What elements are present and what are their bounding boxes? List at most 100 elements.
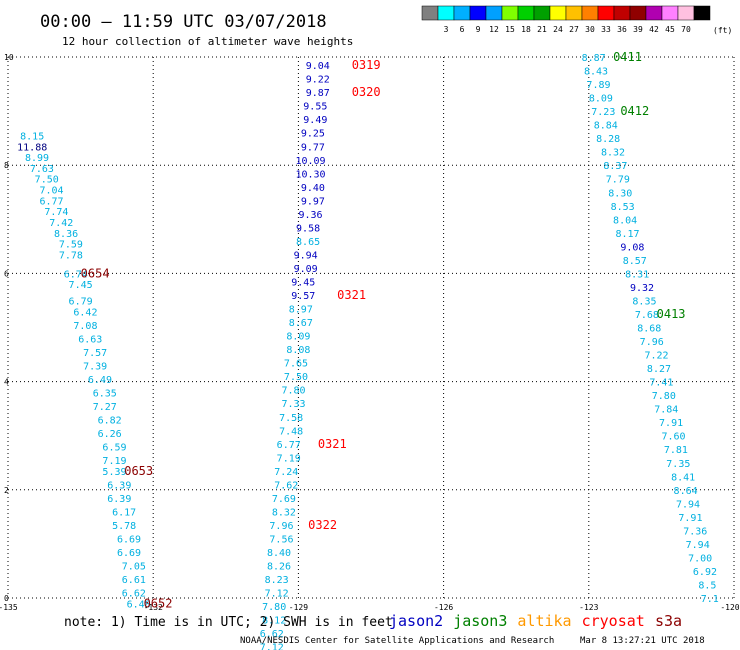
y-tick-label: 4 [4, 378, 9, 387]
wave-height-value: 7.91 [678, 513, 702, 524]
wave-height-value: 6.26 [98, 429, 122, 440]
wave-height-value: 8.32 [601, 148, 625, 159]
wave-height-value: 7.60 [661, 432, 685, 443]
wave-height-value: 6.62 [122, 589, 146, 600]
chart-title: 00:00 – 11:59 UTC 03/07/2018 [40, 12, 327, 32]
legend-label: 12 [489, 25, 499, 34]
x-axis-ticks: -135 -132 -129 -126 -123 -120 [0, 603, 740, 612]
wave-height-value: 8.65 [296, 237, 320, 248]
legend-label: 21 [537, 25, 547, 34]
wave-height-value: 7.62 [274, 480, 298, 491]
wave-height-value: 6.77 [40, 196, 64, 207]
wave-height-value: 7.94 [676, 499, 700, 510]
wave-height-value: 7.58 [279, 413, 303, 424]
wave-height-value: 7.33 [282, 399, 306, 410]
wave-height-value: 6.17 [112, 507, 136, 518]
wave-height-value: 8.28 [596, 134, 620, 145]
chart-subtitle: 12 hour collection of altimeter wave hei… [62, 35, 353, 48]
wave-height-value: 8.12 [262, 616, 286, 627]
wave-height-value: 9.36 [298, 210, 322, 221]
x-tick-label: -123 [579, 603, 598, 612]
satellite-legend: jason2 jason3 altika cryosat s3a [389, 612, 682, 630]
wave-height-value: 10.09 [295, 156, 325, 167]
wave-height-value: 7.63 [30, 164, 54, 175]
legend-swatch [581, 5, 599, 21]
wave-height-value: 9.49 [303, 115, 327, 126]
wave-height-value: 11.88 [17, 142, 47, 153]
wave-height-value: 8.99 [25, 153, 49, 164]
wave-height-value: 8.87 [582, 53, 606, 64]
wave-height-value: 9.09 [294, 264, 318, 275]
pass-time-label: 0411 [613, 50, 642, 64]
legend-swatch [549, 5, 567, 21]
wave-height-value: 7.80 [262, 602, 286, 613]
wave-height-value: 7.74 [44, 207, 68, 218]
wave-height-value: 6.69 [117, 548, 141, 559]
wave-height-value: 7.79 [606, 175, 630, 186]
wave-height-value: 7.65 [284, 359, 308, 370]
y-tick-label: 0 [4, 594, 9, 603]
x-tick-label: -126 [434, 603, 453, 612]
wave-height-value: 7.84 [654, 405, 678, 416]
wave-height-value: 9.32 [630, 283, 654, 294]
wave-height-value: 5.78 [112, 521, 136, 532]
legend-label: 27 [569, 25, 579, 34]
wave-height-value: 8.04 [613, 215, 637, 226]
wave-height-value: 6.69 [117, 534, 141, 545]
legend-swatch [485, 5, 503, 21]
wave-height-value: 7.81 [664, 445, 688, 456]
wave-height-value: 7.50 [284, 372, 308, 383]
wave-height-value: 7.23 [591, 107, 615, 118]
legend-label: 33 [601, 25, 611, 34]
x-tick-label: -132 [144, 603, 163, 612]
wave-height-value: 7.41 [649, 378, 673, 389]
wave-height-value: 7.78 [59, 250, 83, 261]
color-legend: 3 6 9 12 15 18 21 24 27 30 33 36 39 42 45 70 [421, 5, 711, 34]
legend-swatch [693, 5, 711, 21]
satellite-name: altika [517, 612, 571, 630]
wave-height-value: 6.61 [122, 575, 146, 586]
legend-label: 18 [521, 25, 531, 34]
wave-height-value: 8.17 [615, 229, 639, 240]
legend-label: 3 [444, 25, 449, 34]
legend-swatch [677, 5, 695, 21]
wave-height-value: 6.79 [69, 296, 93, 307]
wave-height-value: 8.64 [674, 486, 698, 497]
wave-height-value: 7.04 [40, 186, 64, 197]
wave-height-value: 8.09 [286, 332, 310, 343]
wave-height-value: 8.15 [20, 131, 44, 142]
pass-time-label: 0652 [144, 596, 173, 610]
wave-height-value: 8.41 [671, 472, 695, 483]
footer-credit: NOAA/NESDIS Center for Satellite Applica… [240, 636, 554, 646]
pass-time-label: 0321 [337, 288, 366, 302]
wave-height-value: 6.63 [78, 334, 102, 345]
wave-height-value: 9.94 [294, 250, 318, 261]
legend-swatch [469, 5, 487, 21]
grid [7, 56, 735, 599]
wave-height-value: 8.68 [637, 324, 661, 335]
wave-height-value: 9.57 [291, 291, 315, 302]
wave-height-value: 6.49 [88, 375, 112, 386]
wave-height-value: 8.37 [603, 161, 627, 172]
wave-height-value: 6.59 [102, 443, 126, 454]
wave-height-value: 6.77 [277, 440, 301, 451]
wave-height-value: 5.39 [102, 467, 126, 478]
wave-height-value: 9.77 [301, 142, 325, 153]
wave-height-value: 8.40 [267, 548, 291, 559]
wave-height-value: 9.97 [301, 196, 325, 207]
wave-height-value: 8.31 [625, 269, 649, 280]
wave-height-value: 7.19 [277, 453, 301, 464]
pass-time-label: 0653 [124, 464, 153, 478]
satellite-name: jason3 [453, 612, 507, 630]
wave-height-value: 6.35 [93, 388, 117, 399]
wave-height-value: 8.26 [267, 562, 291, 573]
y-tick-label: 8 [4, 161, 9, 170]
y-tick-label: 6 [4, 269, 9, 278]
wave-height-value: 8.23 [265, 575, 289, 586]
wave-height-value: 7.22 [645, 351, 669, 362]
wave-height-value: 8.43 [584, 67, 608, 78]
y-axis-ticks: 0 2 4 6 8 10 [4, 53, 14, 603]
wave-height-value: 6.39 [107, 494, 131, 505]
wave-height-value: 6.74 [64, 269, 88, 280]
